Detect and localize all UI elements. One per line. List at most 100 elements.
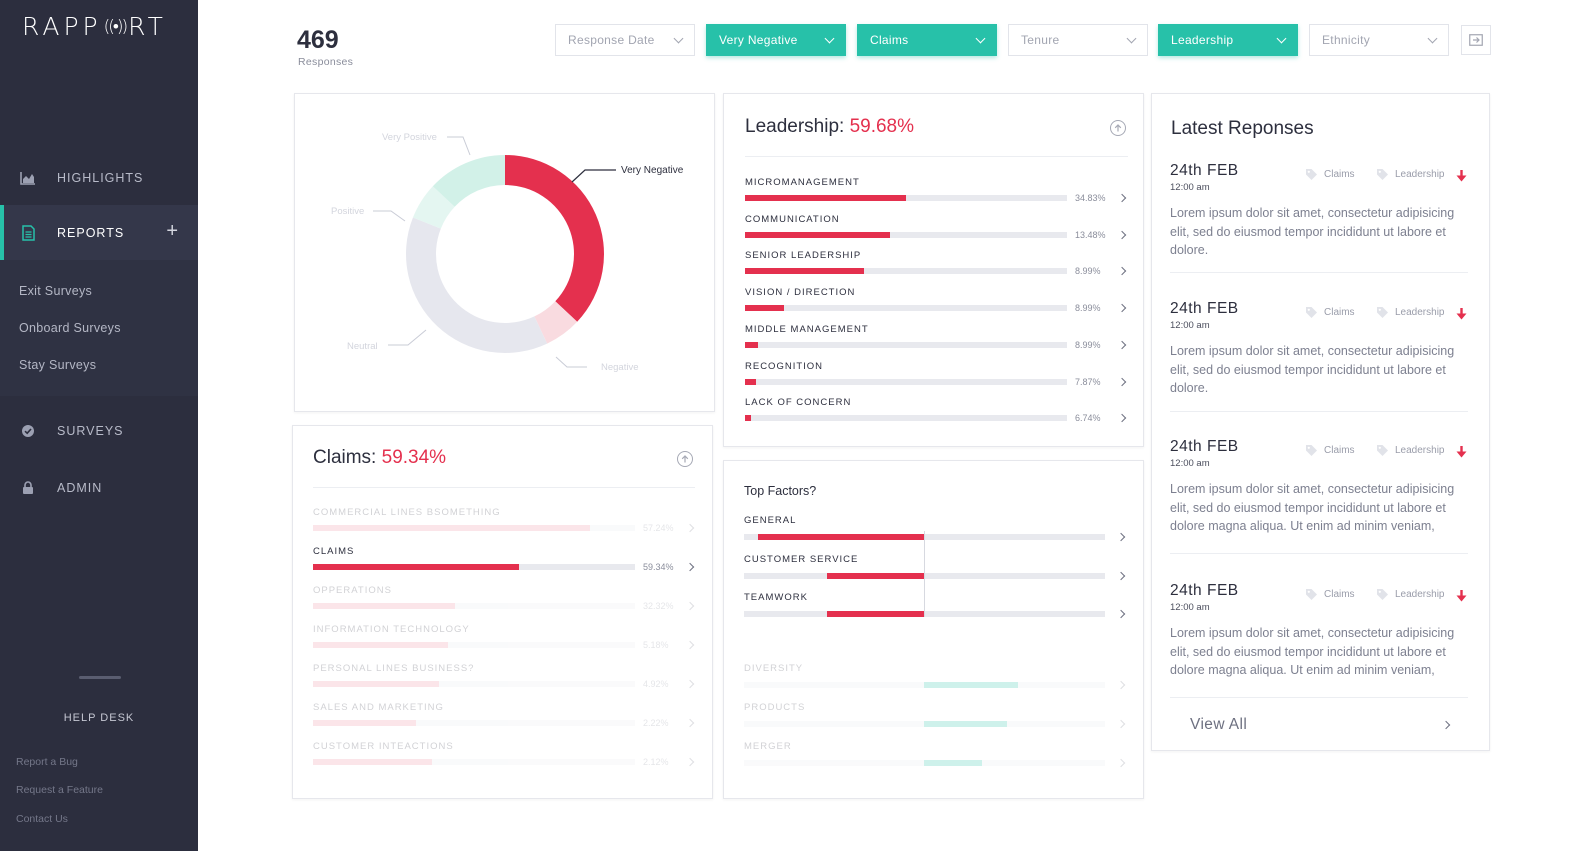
factor-bar-track: [744, 760, 1105, 766]
leadership-row[interactable]: SENIOR LEADERSHIP 8.99%: [745, 250, 1129, 280]
claims-row-label: CUSTOMER INTEACTIONS: [313, 741, 454, 752]
claims-row[interactable]: PERSONAL LINES BUSINESS? 4.92%: [313, 663, 697, 693]
latest-responses-card: Latest Reponses: [1151, 93, 1490, 751]
leadership-upload-button[interactable]: [1110, 120, 1126, 136]
donut-slice-very-negative[interactable]: [505, 155, 604, 322]
leader-line-very-positive: [447, 136, 471, 156]
donut-slice-negative[interactable]: [534, 301, 578, 344]
chevron-right-icon[interactable]: [1116, 532, 1126, 542]
chevron-right-icon[interactable]: [1117, 340, 1127, 350]
leader-line-very-negative: [571, 169, 616, 183]
chevron-right-icon[interactable]: [1117, 377, 1127, 386]
claims-row[interactable]: OPPERATIONS 32.32%: [313, 585, 697, 615]
chevron-right-icon[interactable]: [1116, 609, 1126, 619]
factor-row[interactable]: GENERAL: [744, 515, 1134, 545]
logo-text-right: RT: [128, 12, 167, 41]
claims-bar-fill: [313, 564, 520, 570]
factor-row[interactable]: MERGER: [744, 741, 1134, 771]
donut-slice-positive[interactable]: [412, 186, 455, 229]
filter-leadership[interactable]: Leadership: [1158, 24, 1298, 56]
response-time: 12:00 am: [1170, 602, 1210, 613]
leadership-row-label: SENIOR LEADERSHIP: [745, 250, 862, 262]
filter-very-negative[interactable]: Very Negative: [706, 24, 846, 56]
chevron-right-icon[interactable]: [1117, 230, 1127, 239]
arrow-down-icon: [1456, 445, 1467, 463]
chevron-right-icon[interactable]: [685, 757, 695, 767]
response-time: 12:00 am: [1170, 458, 1210, 469]
response-text: Lorem ipsum dolor sit amet, consectetur …: [1170, 344, 1455, 395]
contact-us-link[interactable]: Contact Us: [16, 813, 68, 825]
chevron-right-icon[interactable]: [685, 718, 695, 728]
nav-reports[interactable]: REPORTS +: [0, 205, 198, 261]
leadership-row[interactable]: RECOGNITION 7.87%: [745, 361, 1129, 391]
chevron-right-icon[interactable]: [685, 562, 695, 572]
tag-label: Leadership: [1395, 168, 1445, 180]
chevron-down-icon: [1276, 33, 1287, 44]
response-item[interactable]: 24th FEB 12:00 am Claims Leadership Lorem ip…: [1170, 582, 1468, 682]
leadership-row[interactable]: COMMUNICATION 13.48%: [745, 214, 1129, 244]
response-item[interactable]: 24th FEB 12:00 am Claims Leadership Lorem ip…: [1170, 300, 1468, 400]
factor-row[interactable]: DIVERSITY: [744, 663, 1134, 693]
filter-label: Leadership: [1171, 33, 1234, 47]
response-item[interactable]: 24th FEB 12:00 am Claims Leadership Lorem ip…: [1170, 438, 1468, 538]
chevron-right-icon[interactable]: [1117, 303, 1127, 313]
subnav-onboard-surveys[interactable]: Onboard Surveys: [19, 321, 121, 335]
leadership-row[interactable]: LACK OF CONCERN 6.74%: [745, 397, 1129, 427]
claims-row[interactable]: COMMERCIAL LINES BSOMETHING 57.24%: [313, 507, 697, 537]
sentiment-donut-card: Very Positive Positive Neutral Negative …: [294, 93, 715, 412]
subnav-exit-surveys[interactable]: Exit Surveys: [19, 284, 93, 298]
chevron-right-icon[interactable]: [1116, 680, 1126, 690]
subnav-stay-surveys[interactable]: Stay Surveys: [19, 358, 97, 372]
claims-row[interactable]: SALES AND MARKETING 2.22%: [313, 702, 697, 732]
filter-label: Claims: [870, 33, 909, 47]
filter-tenure[interactable]: Tenure: [1008, 24, 1148, 56]
nav-admin[interactable]: ADMIN: [0, 460, 198, 516]
filter-ethnicity[interactable]: Ethnicity: [1309, 24, 1449, 56]
view-all-link[interactable]: View All: [1190, 716, 1248, 733]
chevron-right-icon[interactable]: [1117, 193, 1127, 203]
rapport-logo[interactable]: RAPP ((•))RT: [22, 12, 167, 41]
donut-slice-very-positive[interactable]: [432, 155, 505, 207]
chevron-right-icon[interactable]: [1116, 571, 1126, 581]
label-neutral: Neutral: [347, 341, 378, 352]
request-feature-link[interactable]: Request a Feature: [16, 784, 103, 796]
chevron-right-icon[interactable]: [685, 679, 695, 689]
claims-title-text: Claims:: [313, 447, 377, 468]
nav-highlights[interactable]: HIGHLIGHTS: [0, 150, 198, 206]
report-bug-link[interactable]: Report a Bug: [16, 756, 78, 768]
claims-row[interactable]: CLAIMS 59.34%: [313, 546, 697, 576]
collapse-panel-button[interactable]: [1461, 25, 1491, 55]
factor-row[interactable]: CUSTOMER SERVICE: [744, 554, 1134, 584]
response-separator: [1170, 411, 1468, 412]
filter-claims[interactable]: Claims: [857, 24, 997, 56]
leadership-row[interactable]: MIDDLE MANAGEMENT 8.99%: [745, 324, 1129, 354]
factor-row[interactable]: PRODUCTS: [744, 702, 1134, 732]
response-date: 24th FEB: [1170, 438, 1239, 455]
donut-slice-neutral[interactable]: [406, 217, 548, 353]
leadership-bar-fill: [745, 195, 906, 201]
nav-surveys[interactable]: SURVEYS: [0, 403, 198, 459]
factor-bar-negative: [826, 573, 924, 579]
collapse-icon: [1469, 34, 1483, 46]
claims-row[interactable]: INFORMATION TECHNOLOGY 5.18%: [313, 624, 697, 654]
claims-upload-button[interactable]: [677, 451, 693, 467]
chevron-right-icon[interactable]: [1117, 413, 1127, 423]
chevron-right-icon[interactable]: [1117, 267, 1127, 276]
chevron-right-icon[interactable]: [1116, 719, 1126, 729]
view-all-separator: [1170, 697, 1468, 698]
claims-row[interactable]: CUSTOMER INTEACTIONS 2.12%: [313, 741, 697, 771]
filter-response-date[interactable]: Response Date: [555, 24, 695, 56]
tag-claims: Claims: [1305, 588, 1355, 600]
chevron-right-icon[interactable]: [1116, 758, 1126, 768]
response-item[interactable]: 24th FEB 12:00 am Claims Leadership Lorem ip…: [1170, 162, 1468, 262]
leadership-row[interactable]: MICROMANAGEMENT 34.83%: [745, 177, 1129, 207]
add-report-button[interactable]: +: [166, 220, 179, 242]
chevron-right-icon[interactable]: [685, 601, 695, 611]
claims-row-label: COMMERCIAL LINES BSOMETHING: [313, 507, 501, 518]
claims-bar-track: [313, 564, 635, 570]
nav-reports-label: REPORTS: [57, 226, 125, 240]
chevron-right-icon[interactable]: [685, 640, 695, 650]
leadership-row[interactable]: VISION / DIRECTION 8.99%: [745, 287, 1129, 317]
factor-row[interactable]: TEAMWORK: [744, 592, 1134, 622]
chevron-right-icon[interactable]: [685, 523, 695, 533]
